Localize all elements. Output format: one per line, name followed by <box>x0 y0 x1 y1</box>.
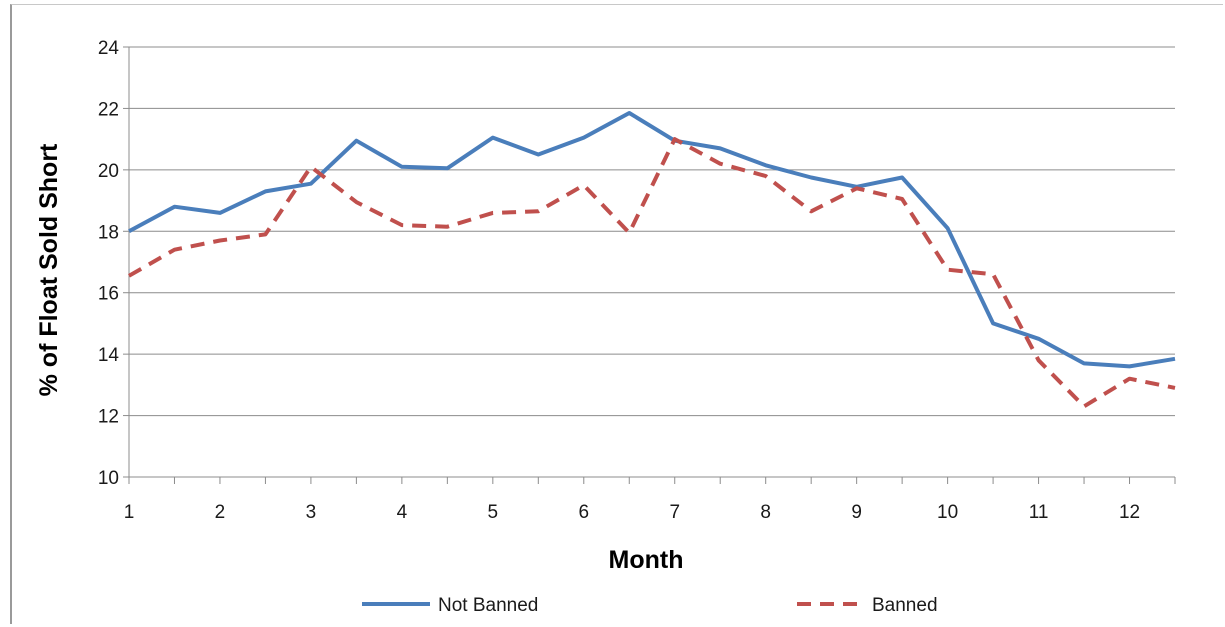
x-tick-label-6: 6 <box>578 502 589 523</box>
x-tick-label-3: 3 <box>306 502 317 523</box>
x-tick-label-12: 12 <box>1119 502 1140 523</box>
x-tick-label-9: 9 <box>851 502 862 523</box>
y-tick-label-14: 14 <box>98 345 120 366</box>
x-tick-label-11: 11 <box>1029 502 1049 523</box>
y-tick-label-10: 10 <box>98 468 119 489</box>
y-tick-label-12: 12 <box>98 407 119 428</box>
x-tick-label-2: 2 <box>215 502 226 523</box>
x-tick-label-7: 7 <box>669 502 680 523</box>
x-tick-label-1: 1 <box>124 502 135 523</box>
legend-label-banned: Banned <box>872 595 938 616</box>
x-tick-label-4: 4 <box>397 502 408 523</box>
x-tick-label-10: 10 <box>937 502 958 523</box>
y-tick-label-24: 24 <box>98 38 120 59</box>
x-axis-title: Month <box>609 546 684 574</box>
y-axis-title: % of Float Sold Short <box>35 143 63 396</box>
x-tick-labels: 1 2 3 4 5 6 7 8 9 10 11 12 <box>124 502 1140 523</box>
legend-label-not-banned: Not Banned <box>438 595 538 616</box>
y-tick-label-18: 18 <box>98 222 119 243</box>
series-lines <box>128 111 1176 409</box>
y-tick-labels: 10 12 14 16 18 20 22 24 <box>98 38 120 489</box>
x-tick-label-5: 5 <box>488 502 499 523</box>
x-tick-label-8: 8 <box>760 502 771 523</box>
series-line-banned <box>128 137 1176 409</box>
y-tick-label-22: 22 <box>98 99 119 120</box>
y-tick-label-20: 20 <box>98 161 119 182</box>
axes <box>123 46 1176 484</box>
y-tick-label-16: 16 <box>98 284 119 305</box>
series-line-not-banned <box>128 111 1176 369</box>
chart-frame <box>10 4 1223 624</box>
gridlines <box>129 46 1175 417</box>
legend: Not Banned Banned <box>362 595 938 616</box>
